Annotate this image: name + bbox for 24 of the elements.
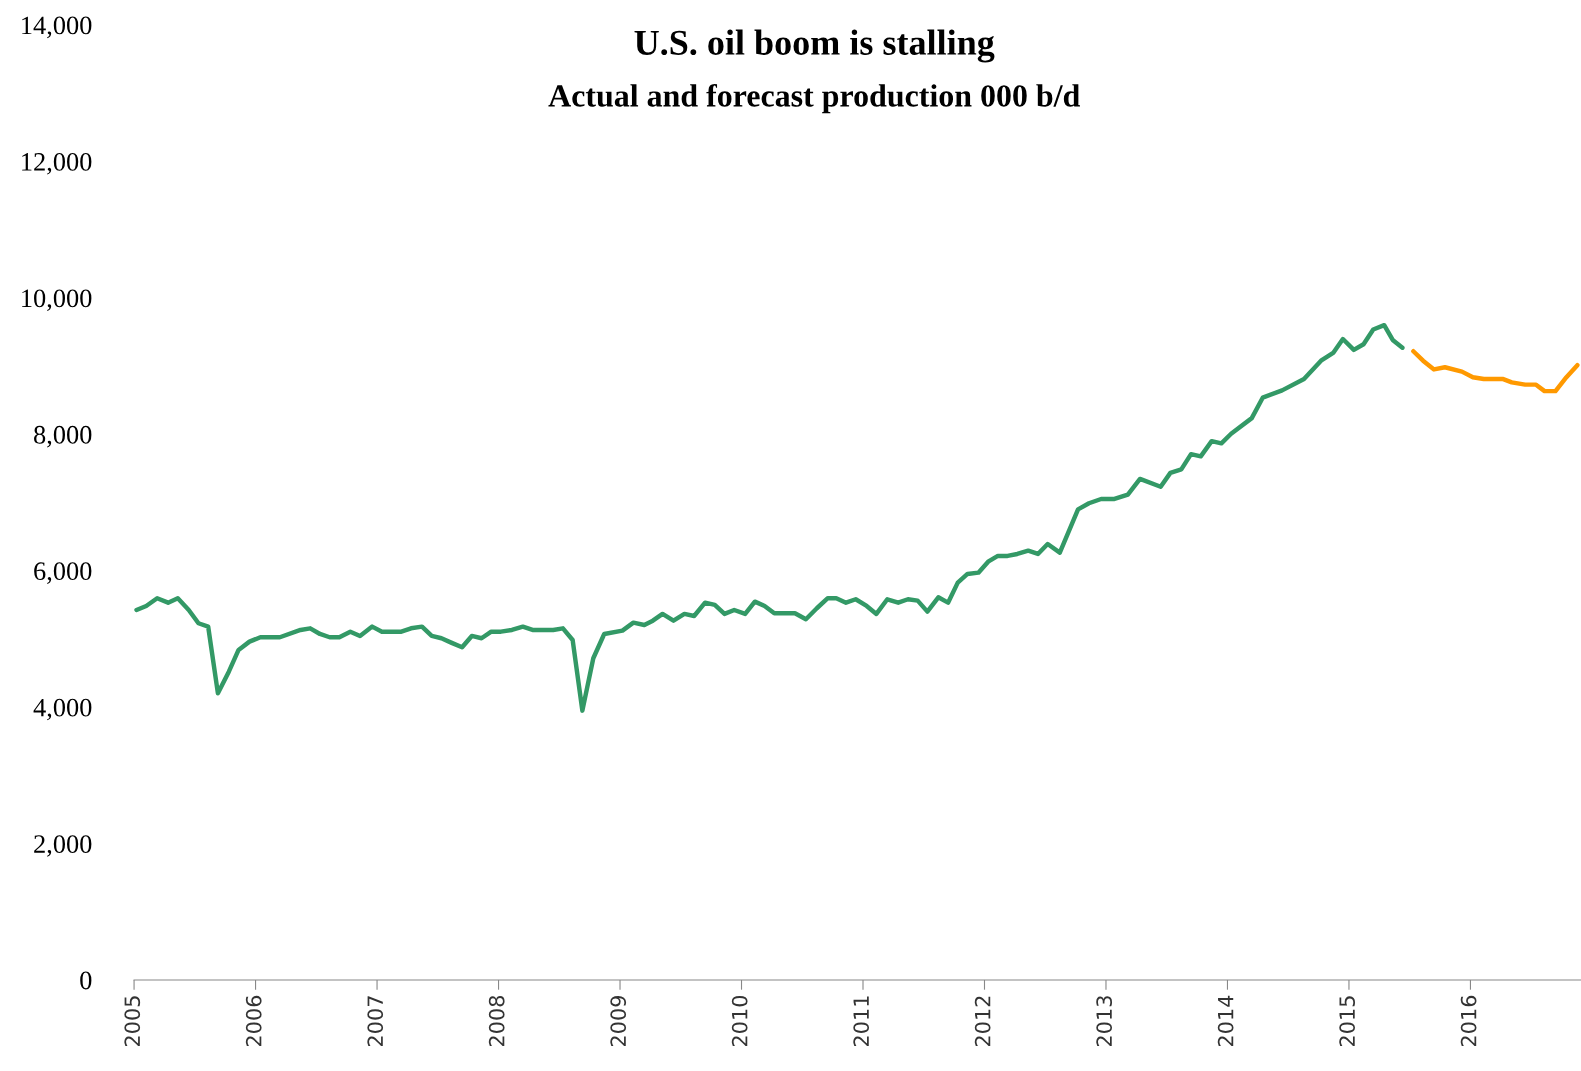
y-tick-label: 6,000 <box>34 562 92 584</box>
y-tick-label: 10,000 <box>22 289 92 312</box>
x-tick-label: 2013 <box>1096 996 1113 1047</box>
y-tick-label: 2,000 <box>34 835 92 857</box>
y-tick-label: 4,000 <box>33 698 92 721</box>
line-series <box>1411 349 1580 394</box>
x-tick-label: 2006 <box>245 995 262 1047</box>
x-tick-label: 2008 <box>488 995 505 1047</box>
y-tick-label: 14,000 <box>22 16 92 39</box>
y-tick-label: 0 <box>80 971 92 990</box>
x-tick-label: 2005 <box>124 996 141 1047</box>
x-tick-label: 2011 <box>853 996 870 1047</box>
x-tick-label: 2007 <box>367 996 384 1047</box>
x-tick-label: 2015 <box>1339 996 1355 1047</box>
x-tick-label: 2010 <box>731 995 748 1047</box>
y-tick-label: 8,000 <box>34 425 92 448</box>
x-tick-label: 2016 <box>1460 995 1477 1047</box>
line-series <box>134 322 1405 713</box>
chart-title: U.S. oil boom is stalling <box>634 29 995 63</box>
x-tick-label: 2009 <box>610 996 627 1047</box>
x-tick-label: 2014 <box>1217 995 1234 1047</box>
y-tick-label: 12,000 <box>22 152 92 175</box>
x-tick-label: 2012 <box>974 996 991 1047</box>
text: Actual and forecast production 000 b/d <box>548 83 1080 114</box>
